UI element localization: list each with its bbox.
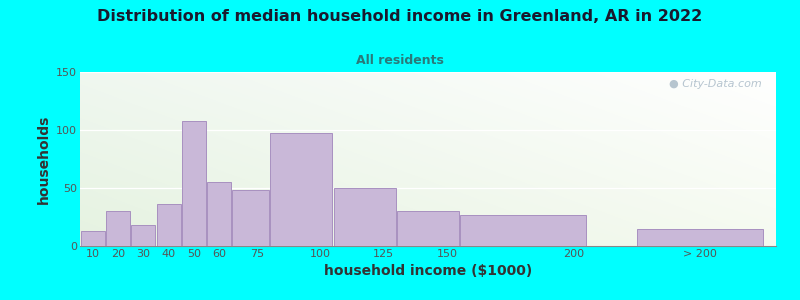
- Bar: [397, 211, 459, 246]
- Text: Distribution of median household income in Greenland, AR in 2022: Distribution of median household income …: [98, 9, 702, 24]
- Bar: [81, 231, 105, 246]
- Bar: [638, 229, 762, 246]
- Bar: [131, 225, 155, 246]
- Text: All residents: All residents: [356, 54, 444, 67]
- Text: ● City-Data.com: ● City-Data.com: [670, 79, 762, 89]
- Bar: [334, 188, 396, 246]
- Bar: [270, 134, 333, 246]
- Bar: [157, 204, 181, 246]
- Bar: [233, 190, 269, 246]
- Bar: [182, 121, 206, 246]
- Bar: [207, 182, 231, 246]
- X-axis label: household income ($1000): household income ($1000): [324, 264, 532, 278]
- Y-axis label: households: households: [37, 114, 50, 204]
- Bar: [460, 215, 586, 246]
- Bar: [106, 211, 130, 246]
